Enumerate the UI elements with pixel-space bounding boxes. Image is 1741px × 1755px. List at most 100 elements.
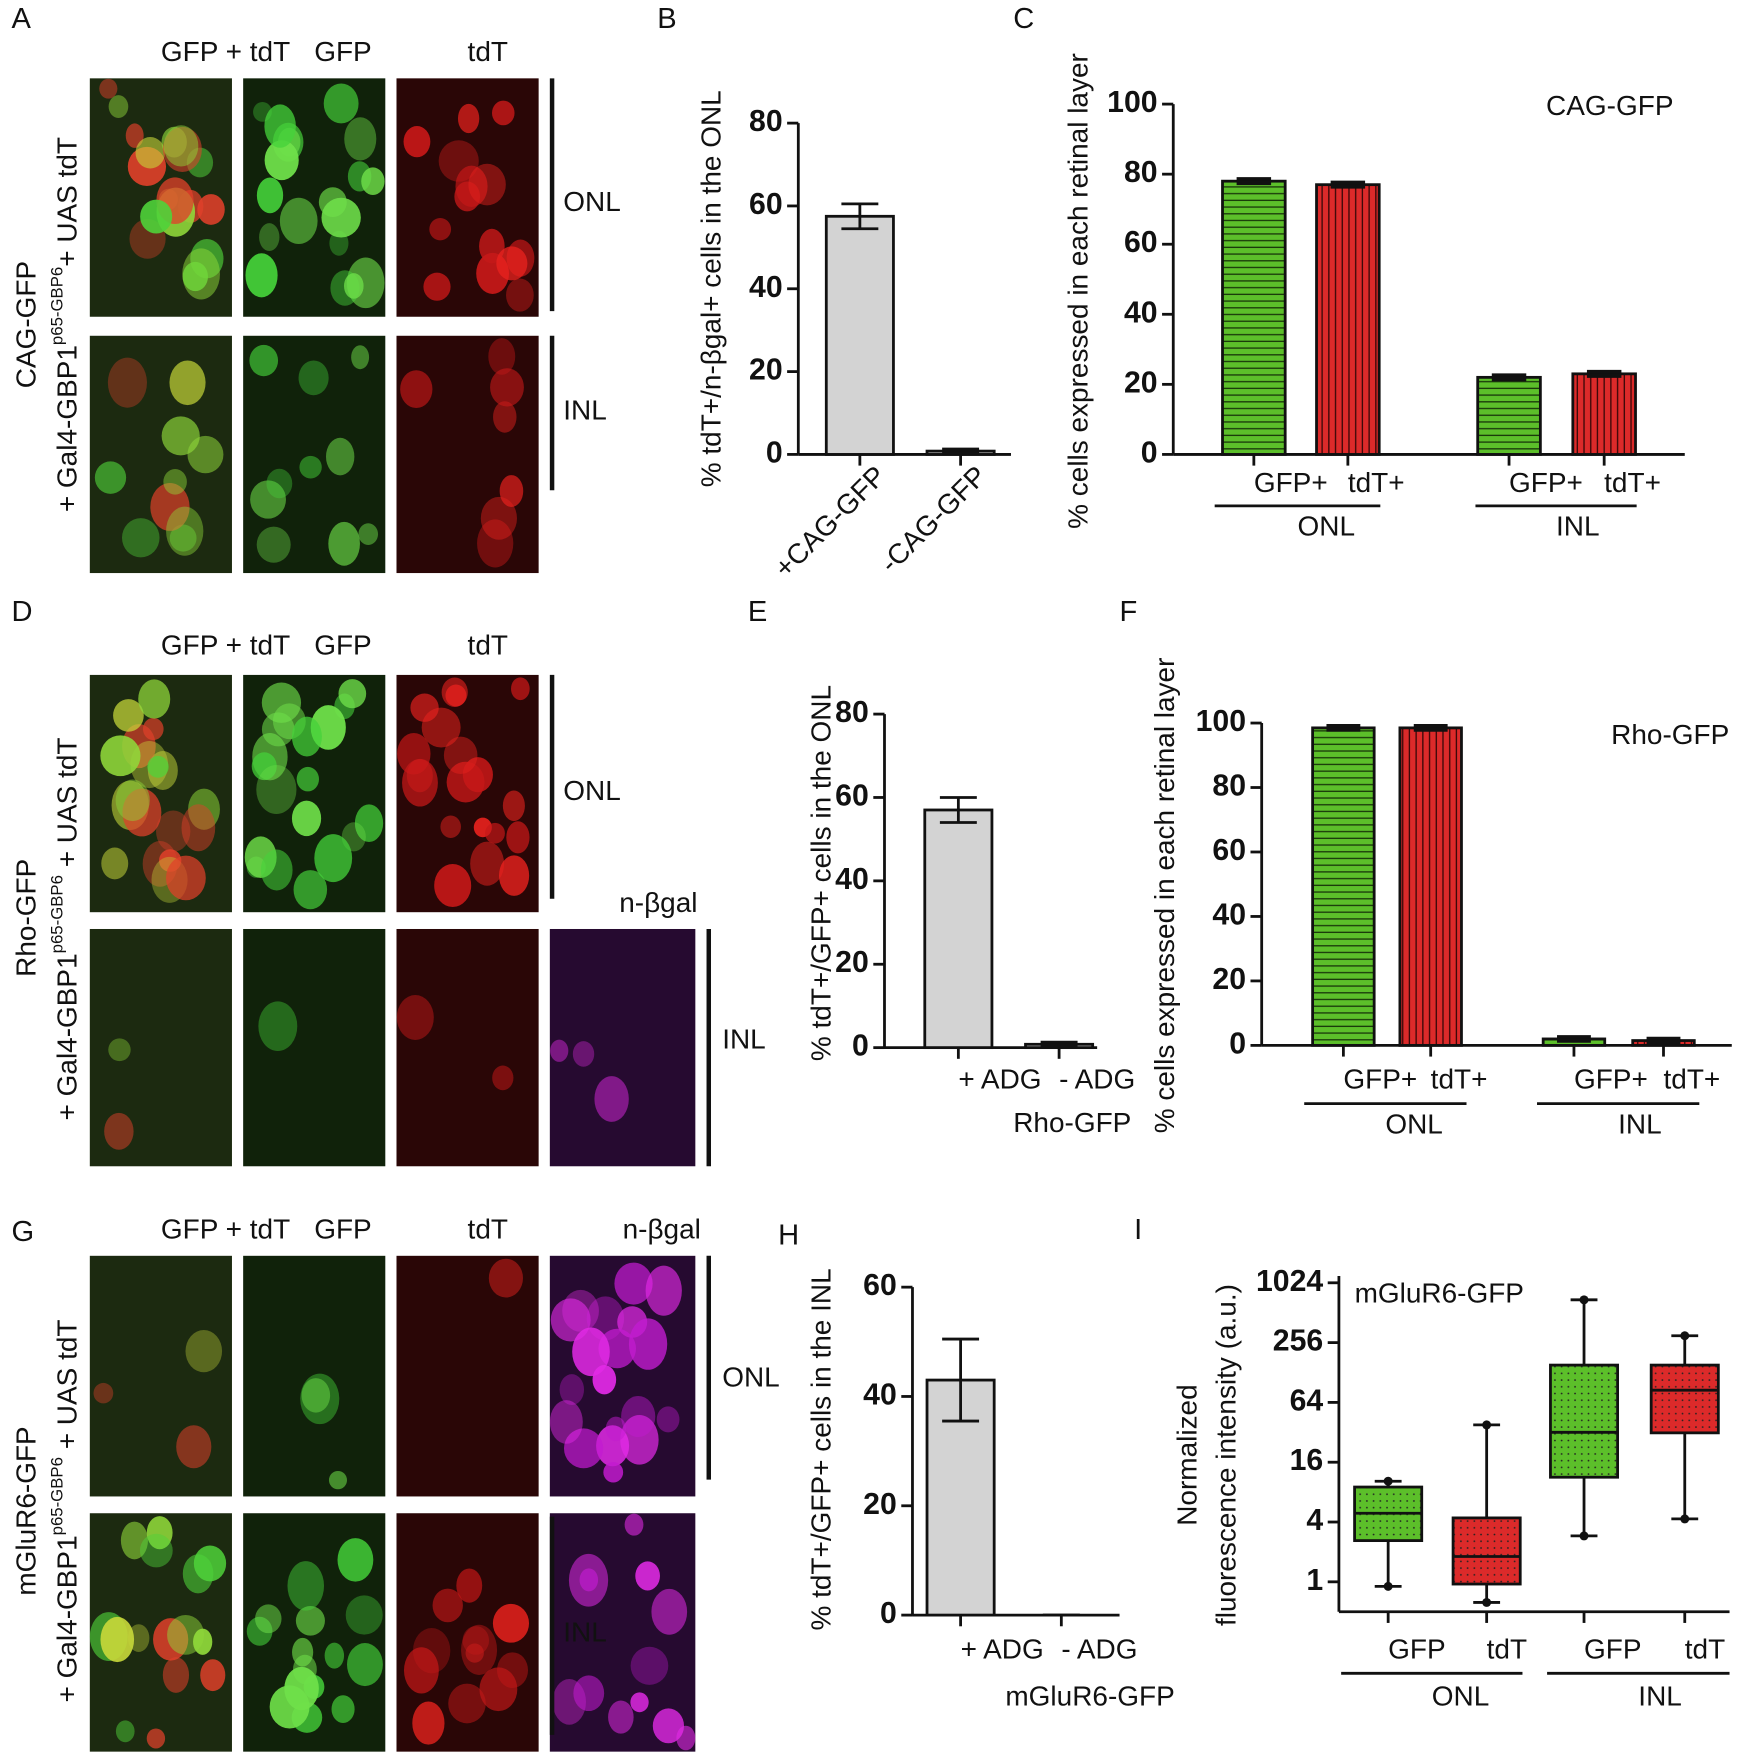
x-tick-label: - ADG	[1059, 1064, 1135, 1095]
bar	[1315, 183, 1381, 456]
whisker-end	[1383, 1581, 1393, 1591]
cell	[603, 1461, 624, 1483]
bar	[1398, 726, 1463, 1047]
cell	[166, 855, 206, 901]
x-tick-label: tdT+	[1431, 1064, 1488, 1095]
construct-label: + Gal4-GBP1p65-GBP6+ UAS tdT	[48, 137, 83, 512]
cell	[140, 199, 173, 234]
micrograph-background	[89, 928, 232, 1167]
error-bar	[1330, 180, 1366, 189]
cell	[620, 1414, 659, 1465]
cell	[156, 810, 191, 852]
cell	[468, 163, 506, 206]
cell	[328, 1470, 348, 1490]
y-tick-label: 0	[852, 1030, 869, 1063]
bar	[824, 214, 895, 456]
cell	[630, 1646, 669, 1685]
cell	[108, 95, 129, 118]
cell	[361, 167, 385, 196]
y-axis-label: % tdT+/GFP+ cells in the ONL	[805, 685, 836, 1061]
panel-letter: A	[11, 3, 31, 35]
y-tick-label: 60	[835, 779, 869, 812]
cell	[250, 480, 286, 519]
cell	[573, 1675, 605, 1712]
cell	[181, 804, 216, 852]
y-tick-label: 16	[1290, 1444, 1324, 1477]
x-tick-label: tdT+	[1604, 467, 1661, 498]
cell	[108, 1038, 131, 1062]
cell	[559, 1374, 585, 1406]
column-header: n-βgal	[623, 1214, 701, 1245]
inset-label: n-βgal	[619, 887, 697, 918]
micrograph-background	[396, 1255, 539, 1497]
y-axis-label: % cells expressed in each retinal layer	[1063, 53, 1094, 529]
y-tick-label: 20	[749, 354, 783, 387]
cell	[412, 1701, 445, 1745]
column-header: tdT	[468, 629, 508, 660]
cell	[101, 847, 129, 880]
cell	[488, 1258, 523, 1298]
cell	[358, 523, 379, 545]
x-axis-label: mGluR6-GFP	[1005, 1680, 1174, 1711]
column-header: GFP + tdT	[161, 1214, 290, 1245]
panel-letter: C	[1013, 3, 1034, 35]
x-tick-label: tdT	[1685, 1633, 1725, 1664]
error-bar	[1586, 369, 1622, 378]
cell	[550, 1298, 591, 1342]
column-header: GFP	[314, 629, 372, 660]
cell	[457, 103, 480, 134]
error-bar	[1413, 724, 1448, 732]
cell	[162, 1657, 190, 1693]
cell	[480, 496, 517, 540]
layer-label: ONL	[563, 186, 621, 217]
cell	[163, 469, 187, 495]
cell	[249, 344, 279, 377]
cell	[572, 1041, 595, 1067]
cell	[115, 779, 150, 822]
construct-part: + Gal4-GBP1	[52, 1535, 83, 1702]
cell	[125, 123, 144, 148]
cell	[448, 1683, 486, 1724]
column-header: GFP	[314, 36, 372, 67]
annotation: Rho-GFP	[1611, 719, 1729, 750]
panel-letter: F	[1120, 596, 1138, 628]
cell	[396, 995, 434, 1040]
micrograph	[549, 1255, 696, 1497]
cell	[93, 1382, 114, 1404]
cell	[485, 822, 505, 844]
cell	[344, 117, 377, 161]
cell	[651, 1588, 688, 1635]
y-axis-label: fluorescence intensity (a.u.)	[1210, 1284, 1241, 1626]
cell	[163, 125, 199, 167]
micrograph	[243, 674, 386, 913]
cell	[122, 788, 162, 837]
cell	[343, 273, 364, 299]
cell	[166, 506, 204, 556]
panel-letter: B	[657, 3, 676, 35]
y-tick-label: 256	[1273, 1325, 1323, 1358]
cell	[300, 1373, 340, 1425]
micrograph	[89, 1255, 232, 1497]
y-tick-label: 20	[1124, 366, 1158, 399]
cell	[354, 804, 384, 843]
cell	[187, 435, 224, 474]
cell	[264, 104, 296, 148]
cell	[337, 1538, 374, 1582]
y-tick-label: 80	[1124, 156, 1158, 189]
cell	[301, 1378, 331, 1413]
micrograph	[396, 78, 539, 317]
cell	[120, 1521, 148, 1560]
y-tick-label: 60	[749, 188, 783, 221]
micrograph	[396, 674, 539, 913]
y-tick-label: 100	[1107, 86, 1157, 119]
x-tick-label: -CAG-GFP	[874, 460, 993, 579]
panel-letter: G	[11, 1216, 34, 1248]
cell	[562, 1289, 599, 1332]
panel-letter: D	[11, 596, 32, 628]
cell	[440, 815, 461, 838]
column-header: GFP + tdT	[161, 36, 290, 67]
cell	[256, 177, 284, 214]
cell	[479, 228, 505, 264]
construct-part: + UAS tdT	[52, 1320, 83, 1458]
bar	[1221, 179, 1287, 456]
